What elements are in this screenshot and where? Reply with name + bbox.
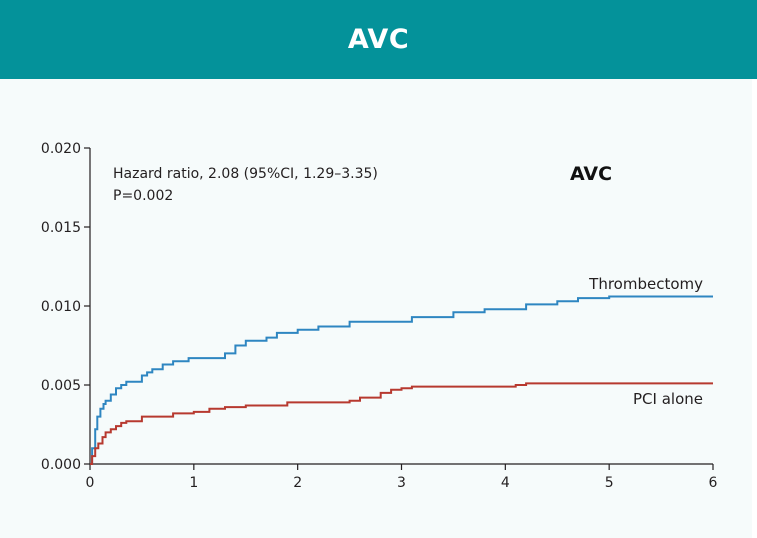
x-tick-label: 1 <box>189 475 198 491</box>
x-tick-label: 3 <box>397 475 406 491</box>
y-tick-label: 0.010 <box>41 299 81 315</box>
y-tick-label: 0.000 <box>41 457 81 473</box>
header-bar: AVC <box>0 0 757 79</box>
x-tick-label: 6 <box>709 475 718 491</box>
p-value-annotation: P=0.002 <box>113 188 173 204</box>
y-tick-label: 0.005 <box>41 378 81 394</box>
x-tick-label: 4 <box>501 475 510 491</box>
x-tick-label: 0 <box>86 475 95 491</box>
y-tick-label: 0.020 <box>41 141 81 157</box>
series-line-pci-alone <box>90 382 713 465</box>
series-line-thrombectomy <box>90 295 713 465</box>
series-label: Thrombectomy <box>588 275 703 293</box>
chart-panel: Hazard ratio, 2.08 (95%CI, 1.29–3.35) P=… <box>0 79 752 538</box>
header-title: AVC <box>347 24 410 55</box>
km-chart: Hazard ratio, 2.08 (95%CI, 1.29–3.35) P=… <box>41 141 718 491</box>
x-tick-label: 5 <box>605 475 614 491</box>
x-tick-label: 2 <box>293 475 302 491</box>
series-label: PCI alone <box>633 390 703 408</box>
hazard-ratio-annotation: Hazard ratio, 2.08 (95%CI, 1.29–3.35) <box>113 166 378 182</box>
chart-title: AVC <box>570 163 612 185</box>
y-tick-label: 0.015 <box>41 220 81 236</box>
